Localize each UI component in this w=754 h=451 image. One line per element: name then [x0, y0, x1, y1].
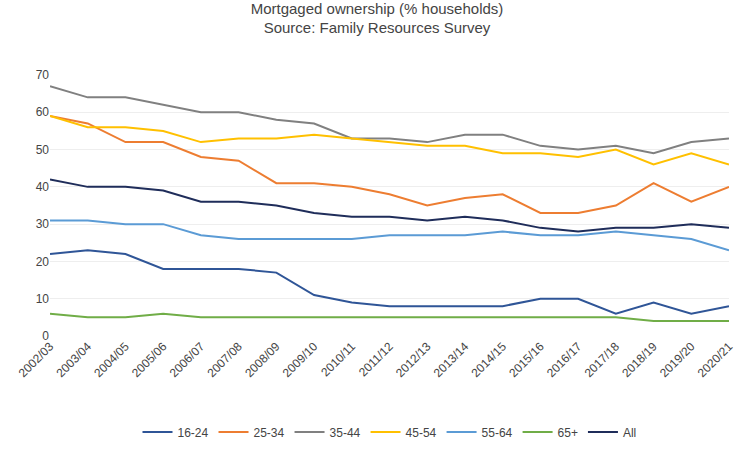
svg-text:2011/12: 2011/12	[356, 339, 396, 379]
svg-text:70: 70	[36, 68, 50, 82]
svg-text:2004/05: 2004/05	[91, 339, 132, 380]
svg-text:2007/08: 2007/08	[204, 339, 245, 380]
svg-text:40: 40	[36, 180, 50, 194]
svg-text:55-64: 55-64	[482, 426, 513, 440]
svg-text:Mortgaged ownership (% househo: Mortgaged ownership (% households)Source…	[251, 0, 504, 36]
svg-text:2017/18: 2017/18	[582, 339, 623, 380]
svg-text:2020/21: 2020/21	[695, 339, 736, 380]
svg-text:2014/15: 2014/15	[468, 339, 509, 380]
svg-text:2008/09: 2008/09	[242, 339, 283, 380]
svg-text:25-34: 25-34	[254, 426, 285, 440]
svg-text:2006/07: 2006/07	[167, 339, 208, 380]
svg-text:45-54: 45-54	[406, 426, 437, 440]
svg-text:2010/11: 2010/11	[318, 339, 358, 379]
svg-text:65+: 65+	[558, 426, 578, 440]
svg-text:50: 50	[36, 143, 50, 157]
svg-text:2018/19: 2018/19	[619, 339, 660, 380]
svg-text:2019/20: 2019/20	[657, 339, 698, 380]
svg-text:2016/17: 2016/17	[544, 339, 585, 380]
svg-text:2012/13: 2012/13	[393, 339, 434, 380]
svg-text:20: 20	[36, 255, 50, 269]
svg-text:2005/06: 2005/06	[129, 339, 170, 380]
svg-text:30: 30	[36, 217, 50, 231]
svg-text:2003/04: 2003/04	[54, 339, 95, 380]
svg-text:60: 60	[36, 105, 50, 119]
svg-text:16-24: 16-24	[178, 426, 209, 440]
svg-text:0: 0	[42, 329, 49, 343]
svg-text:2015/16: 2015/16	[506, 339, 547, 380]
svg-text:35-44: 35-44	[330, 426, 361, 440]
svg-text:2002/03: 2002/03	[16, 339, 57, 380]
svg-text:2009/10: 2009/10	[280, 339, 321, 380]
svg-text:2013/14: 2013/14	[431, 339, 472, 380]
svg-text:All: All	[623, 426, 636, 440]
svg-text:10: 10	[36, 292, 50, 306]
